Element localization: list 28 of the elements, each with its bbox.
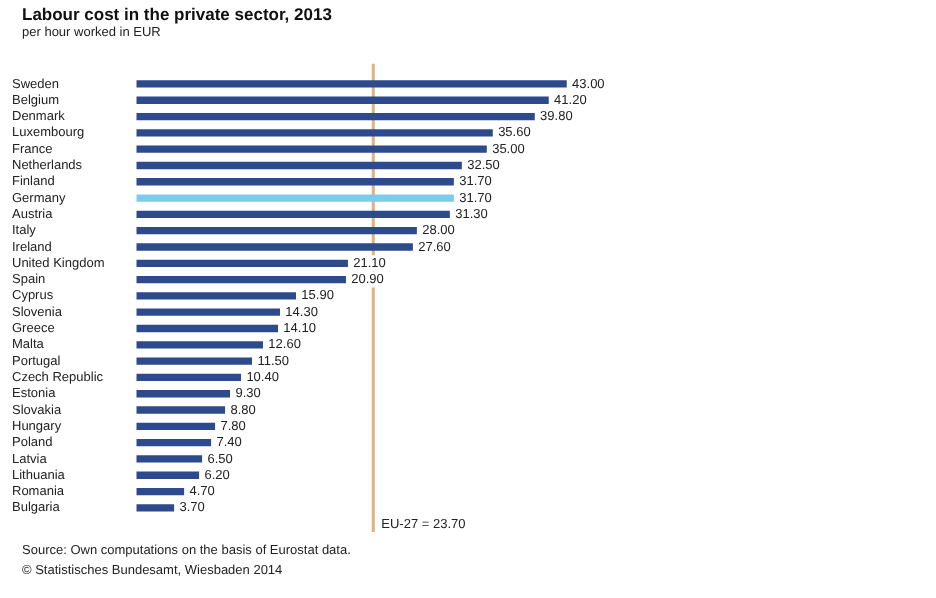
bar: [136, 243, 413, 251]
bar: [136, 275, 346, 284]
bar: [136, 390, 231, 398]
bar: [136, 308, 281, 316]
bar: [136, 455, 203, 463]
bar: [136, 145, 487, 153]
bar: [136, 504, 175, 512]
bar: [136, 96, 549, 104]
bar: [136, 80, 567, 88]
bar: [136, 292, 296, 300]
bar: [136, 178, 454, 186]
chart-title: Labour cost in the private sector, 2013: [22, 4, 332, 24]
bar: [136, 112, 535, 121]
bar: [136, 210, 450, 219]
bar: [136, 227, 417, 235]
bar: [136, 194, 454, 202]
bar: [136, 341, 264, 349]
bar: [136, 471, 200, 479]
bar: [136, 438, 212, 447]
bar: [136, 373, 242, 382]
bar: [136, 487, 185, 496]
bar: [136, 161, 462, 170]
bar: [136, 324, 279, 333]
bar: [136, 357, 253, 365]
bar: [136, 259, 348, 267]
bar: [136, 422, 216, 430]
bar: [136, 129, 493, 137]
bar: [136, 406, 226, 414]
